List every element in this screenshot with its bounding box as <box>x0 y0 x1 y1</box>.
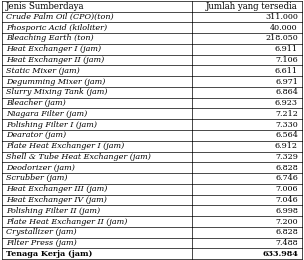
Text: Static Mixer (jam): Static Mixer (jam) <box>6 67 80 75</box>
Text: 6.611: 6.611 <box>275 67 298 75</box>
Text: Dearator (jam): Dearator (jam) <box>6 131 66 139</box>
Text: 7.488: 7.488 <box>275 239 298 247</box>
Text: Polishing Filter I (jam): Polishing Filter I (jam) <box>6 121 97 129</box>
Text: 633.984: 633.984 <box>262 250 298 258</box>
Text: 7.006: 7.006 <box>275 185 298 193</box>
Text: 6.828: 6.828 <box>275 228 298 236</box>
Text: 6.828: 6.828 <box>275 164 298 172</box>
Text: 6.564: 6.564 <box>275 131 298 139</box>
Text: Heat Exchanger IV (jam): Heat Exchanger IV (jam) <box>6 196 107 204</box>
Text: 6.864: 6.864 <box>275 88 298 96</box>
Text: Filter Press (jam): Filter Press (jam) <box>6 239 77 247</box>
Text: Bleaching Earth (ton): Bleaching Earth (ton) <box>6 35 94 42</box>
Text: 6.912: 6.912 <box>275 142 298 150</box>
Text: Phosporic Acid (kiloliter): Phosporic Acid (kiloliter) <box>6 24 107 32</box>
Text: 6.911: 6.911 <box>275 45 298 53</box>
Text: Scrubber (jam): Scrubber (jam) <box>6 174 67 183</box>
Text: 6.971: 6.971 <box>275 77 298 86</box>
Text: Degumming Mixer (jam): Degumming Mixer (jam) <box>6 77 105 86</box>
Text: Crude Palm Oil (CPO)(ton): Crude Palm Oil (CPO)(ton) <box>6 13 114 21</box>
Text: 7.046: 7.046 <box>275 196 298 204</box>
Text: Plate Heat Exchanger II (jam): Plate Heat Exchanger II (jam) <box>6 218 127 225</box>
Text: Polishing Filter II (jam): Polishing Filter II (jam) <box>6 207 100 215</box>
Text: 7.330: 7.330 <box>275 121 298 129</box>
Text: 7.329: 7.329 <box>275 153 298 161</box>
Text: Shell & Tube Heat Exchanger (jam): Shell & Tube Heat Exchanger (jam) <box>6 153 151 161</box>
Text: Tenaga Kerja (jam): Tenaga Kerja (jam) <box>6 250 92 258</box>
Text: Heat Exchanger II (jam): Heat Exchanger II (jam) <box>6 56 104 64</box>
Text: Slurry Mixing Tank (jam): Slurry Mixing Tank (jam) <box>6 88 108 96</box>
Text: Deodorizer (jam): Deodorizer (jam) <box>6 164 75 172</box>
Text: 6.998: 6.998 <box>275 207 298 215</box>
Text: Crystallizer (jam): Crystallizer (jam) <box>6 228 77 236</box>
Text: Niagara Filter (jam): Niagara Filter (jam) <box>6 110 87 118</box>
Text: 6.746: 6.746 <box>275 174 298 183</box>
Text: 6.923: 6.923 <box>275 99 298 107</box>
Text: 218.050: 218.050 <box>265 35 298 42</box>
Text: Bleacher (jam): Bleacher (jam) <box>6 99 66 107</box>
Text: 7.212: 7.212 <box>275 110 298 118</box>
Text: 7.106: 7.106 <box>275 56 298 64</box>
Text: 40.000: 40.000 <box>270 24 298 32</box>
Text: 311.000: 311.000 <box>265 13 298 21</box>
Text: Heat Exchanger III (jam): Heat Exchanger III (jam) <box>6 185 107 193</box>
Text: 7.200: 7.200 <box>275 218 298 225</box>
Text: Jumlah yang tersedia: Jumlah yang tersedia <box>206 2 298 11</box>
Text: Heat Exchanger I (jam): Heat Exchanger I (jam) <box>6 45 101 53</box>
Text: Jenis Sumberdaya: Jenis Sumberdaya <box>6 2 85 11</box>
Text: Plate Heat Exchanger I (jam): Plate Heat Exchanger I (jam) <box>6 142 124 150</box>
